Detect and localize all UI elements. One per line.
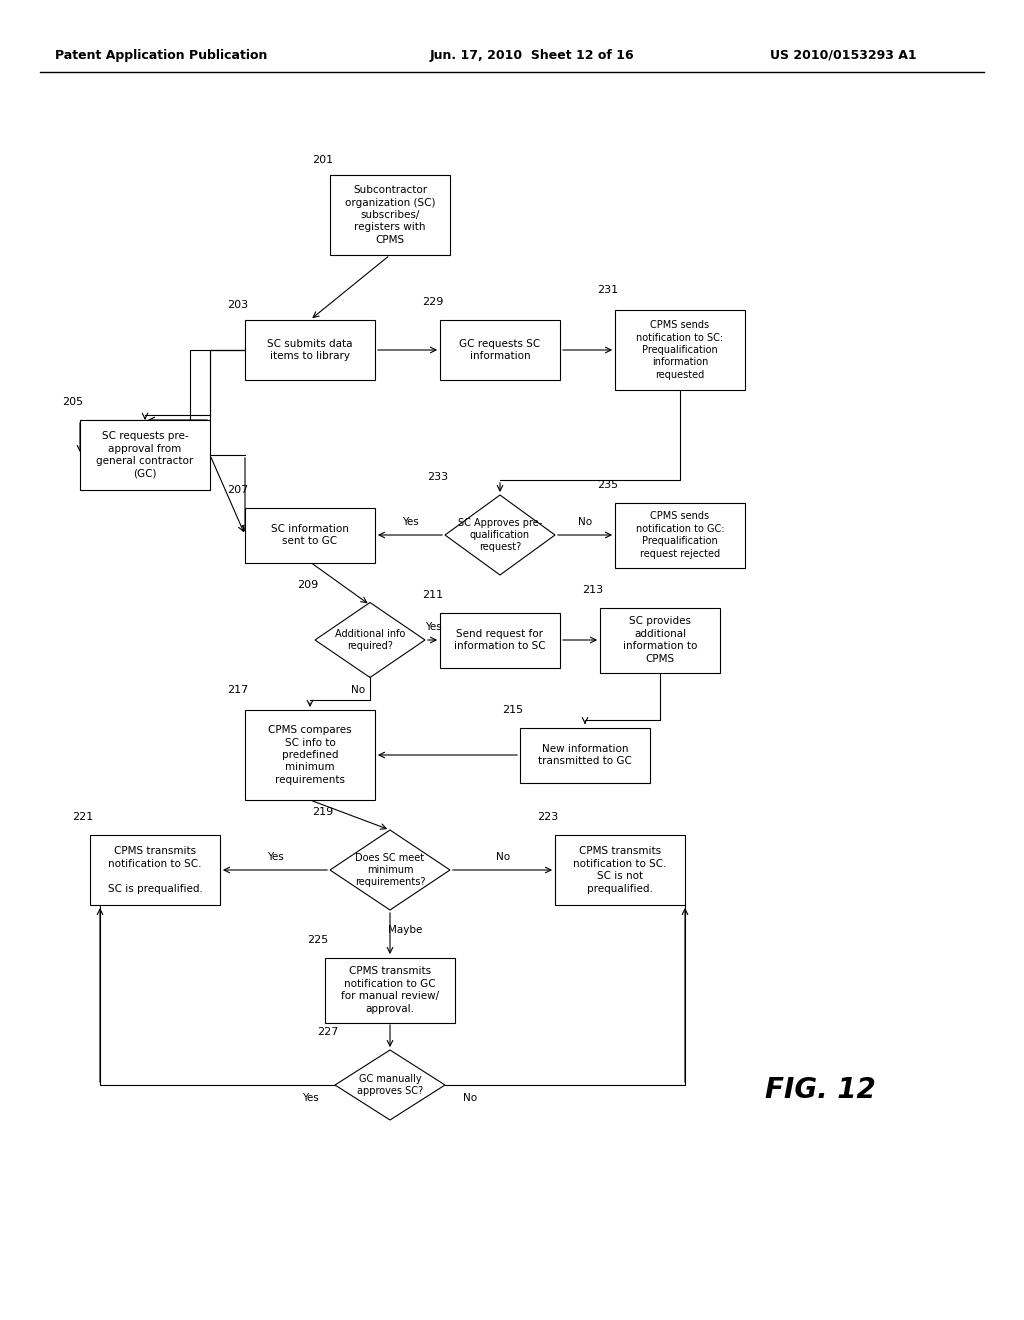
Polygon shape — [335, 1049, 445, 1119]
Text: 231: 231 — [597, 285, 618, 294]
Text: 225: 225 — [307, 935, 329, 945]
Text: 229: 229 — [422, 297, 443, 308]
Bar — [245, 507, 375, 562]
Bar — [440, 319, 560, 380]
Text: No: No — [496, 851, 510, 862]
Text: CPMS transmits
notification to GC
for manual review/
approval.: CPMS transmits notification to GC for ma… — [341, 966, 439, 1014]
Bar — [245, 319, 375, 380]
Text: 209: 209 — [297, 579, 318, 590]
Text: Send request for
information to SC: Send request for information to SC — [455, 628, 546, 651]
Bar — [600, 607, 720, 672]
Text: Jun. 17, 2010  Sheet 12 of 16: Jun. 17, 2010 Sheet 12 of 16 — [430, 49, 635, 62]
Text: Maybe: Maybe — [388, 925, 422, 935]
Text: Yes: Yes — [401, 517, 419, 527]
Text: 221: 221 — [72, 812, 93, 822]
Text: FIG. 12: FIG. 12 — [765, 1076, 876, 1104]
Polygon shape — [330, 830, 450, 909]
Text: Does SC meet
minimum
requirements?: Does SC meet minimum requirements? — [354, 854, 425, 887]
Bar — [440, 612, 560, 668]
Bar — [325, 957, 455, 1023]
Text: SC provides
additional
information to
CPMS: SC provides additional information to CP… — [623, 616, 697, 664]
Polygon shape — [315, 602, 425, 677]
Bar — [90, 836, 220, 906]
Text: 223: 223 — [537, 812, 558, 822]
Text: CPMS sends
notification to SC:
Prequalification
information
requested: CPMS sends notification to SC: Prequalif… — [637, 321, 724, 380]
Text: New information
transmitted to GC: New information transmitted to GC — [538, 743, 632, 766]
Text: GC manually
approves SC?: GC manually approves SC? — [357, 1074, 423, 1096]
Text: 201: 201 — [312, 154, 333, 165]
Text: CPMS transmits
notification to SC.

SC is prequalified.: CPMS transmits notification to SC. SC is… — [108, 846, 203, 894]
Bar — [555, 836, 685, 906]
Text: 205: 205 — [62, 397, 83, 407]
Text: No: No — [463, 1093, 477, 1104]
Text: No: No — [578, 517, 592, 527]
Text: 219: 219 — [312, 807, 333, 817]
Text: Subcontractor
organization (SC)
subscribes/
registers with
CPMS: Subcontractor organization (SC) subscrib… — [345, 185, 435, 244]
Bar — [520, 727, 650, 783]
Bar — [80, 420, 210, 490]
Text: GC requests SC
information: GC requests SC information — [460, 339, 541, 362]
Bar — [615, 503, 745, 568]
Text: 203: 203 — [227, 300, 248, 310]
Text: CPMS transmits
notification to SC.
SC is not
prequalified.: CPMS transmits notification to SC. SC is… — [573, 846, 667, 894]
Text: Yes: Yes — [425, 622, 441, 632]
Text: US 2010/0153293 A1: US 2010/0153293 A1 — [770, 49, 916, 62]
Text: Patent Application Publication: Patent Application Publication — [55, 49, 267, 62]
Bar — [245, 710, 375, 800]
Text: 217: 217 — [227, 685, 248, 696]
Text: 213: 213 — [582, 585, 603, 595]
Text: No: No — [351, 685, 366, 696]
Text: 207: 207 — [227, 484, 248, 495]
Text: CPMS compares
SC info to
predefined
minimum
requirements: CPMS compares SC info to predefined mini… — [268, 725, 352, 785]
Text: SC submits data
items to library: SC submits data items to library — [267, 339, 352, 362]
Text: SC Approves pre-
qualification
request?: SC Approves pre- qualification request? — [458, 519, 542, 552]
Polygon shape — [445, 495, 555, 576]
Text: 211: 211 — [422, 590, 443, 601]
Bar — [615, 310, 745, 389]
Text: 235: 235 — [597, 480, 618, 490]
Text: SC information
sent to GC: SC information sent to GC — [271, 524, 349, 546]
Text: Yes: Yes — [266, 851, 284, 862]
Text: SC requests pre-
approval from
general contractor
(GC): SC requests pre- approval from general c… — [96, 432, 194, 479]
Bar — [330, 176, 450, 255]
Text: 227: 227 — [317, 1027, 338, 1038]
Text: 233: 233 — [427, 473, 449, 482]
Text: Yes: Yes — [302, 1093, 318, 1104]
Text: 215: 215 — [502, 705, 523, 715]
Text: Additional info
required?: Additional info required? — [335, 630, 406, 651]
Text: CPMS sends
notification to GC:
Prequalification
request rejected: CPMS sends notification to GC: Prequalif… — [636, 511, 724, 558]
